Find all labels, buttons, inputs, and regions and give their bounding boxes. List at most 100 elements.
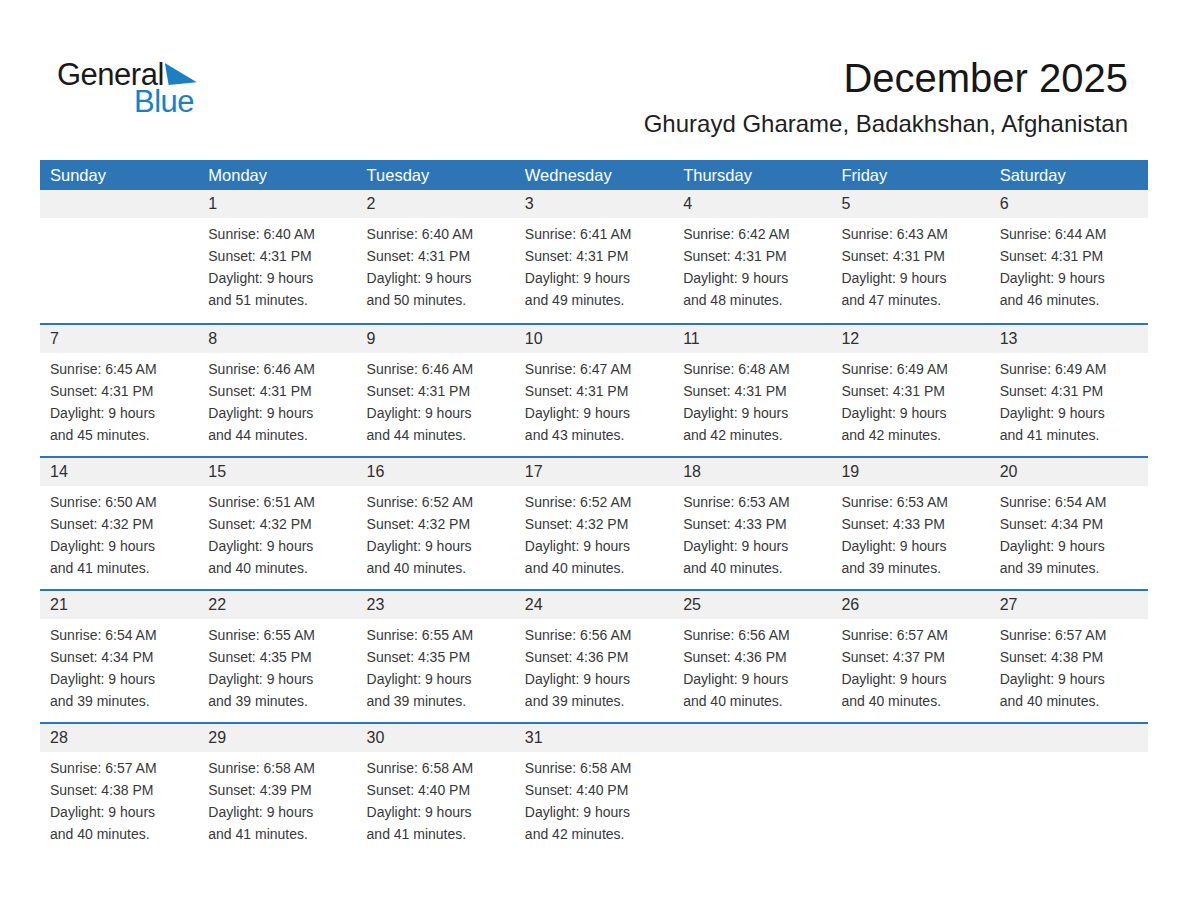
daylight-text-line2: and 42 minutes. [841,424,985,446]
day-number: 26 [831,591,989,619]
sunrise-text: Sunrise: 6:58 AM [367,757,511,779]
day-details: Sunrise: 6:46 AMSunset: 4:31 PMDaylight:… [198,353,356,446]
daylight-text-line2: and 48 minutes. [683,289,827,311]
day-details: Sunrise: 6:52 AMSunset: 4:32 PMDaylight:… [357,486,515,579]
title-block: December 2025 Ghurayd Gharame, Badakhsha… [644,56,1128,139]
day-cell-28: 28Sunrise: 6:57 AMSunset: 4:38 PMDayligh… [40,724,198,855]
sunrise-text: Sunrise: 6:49 AM [1000,358,1144,380]
sunrise-text: Sunrise: 6:42 AM [683,223,827,245]
sunset-text: Sunset: 4:32 PM [208,513,352,535]
daylight-text-line1: Daylight: 9 hours [208,535,352,557]
day-details: Sunrise: 6:46 AMSunset: 4:31 PMDaylight:… [357,353,515,446]
location-subtitle: Ghurayd Gharame, Badakhshan, Afghanistan [644,109,1128,139]
day-number: 12 [831,325,989,353]
sunrise-text: Sunrise: 6:52 AM [367,491,511,513]
sunrise-text: Sunrise: 6:58 AM [208,757,352,779]
day-cell-25: 25Sunrise: 6:56 AMSunset: 4:36 PMDayligh… [673,591,831,722]
day-cell-24: 24Sunrise: 6:56 AMSunset: 4:36 PMDayligh… [515,591,673,722]
daylight-text-line2: and 42 minutes. [683,424,827,446]
sunrise-text: Sunrise: 6:46 AM [208,358,352,380]
day-details: Sunrise: 6:58 AMSunset: 4:39 PMDaylight:… [198,752,356,845]
daylight-text-line1: Daylight: 9 hours [525,801,669,823]
sunset-text: Sunset: 4:37 PM [841,646,985,668]
daylight-text-line2: and 40 minutes. [367,557,511,579]
day-number: 13 [990,325,1148,353]
sunrise-text: Sunrise: 6:55 AM [367,624,511,646]
day-number: 9 [357,325,515,353]
sunrise-text: Sunrise: 6:50 AM [50,491,194,513]
day-number: 10 [515,325,673,353]
daylight-text-line1: Daylight: 9 hours [367,535,511,557]
daylight-text-line2: and 39 minutes. [50,690,194,712]
sunrise-text: Sunrise: 6:47 AM [525,358,669,380]
weekday-header-tuesday: Tuesday [357,160,515,190]
sunset-text: Sunset: 4:32 PM [525,513,669,535]
daylight-text-line1: Daylight: 9 hours [683,267,827,289]
daylight-text-line2: and 42 minutes. [525,823,669,845]
day-cell-22: 22Sunrise: 6:55 AMSunset: 4:35 PMDayligh… [198,591,356,722]
sunrise-text: Sunrise: 6:57 AM [50,757,194,779]
sunset-text: Sunset: 4:36 PM [525,646,669,668]
logo-triangle-icon [165,63,197,85]
sunrise-text: Sunrise: 6:45 AM [50,358,194,380]
day-number [40,190,198,218]
day-details: Sunrise: 6:56 AMSunset: 4:36 PMDaylight:… [515,619,673,712]
day-cell-23: 23Sunrise: 6:55 AMSunset: 4:35 PMDayligh… [357,591,515,722]
sunrise-text: Sunrise: 6:53 AM [683,491,827,513]
daylight-text-line2: and 46 minutes. [1000,289,1144,311]
day-cell-empty [40,190,198,323]
sunset-text: Sunset: 4:40 PM [367,779,511,801]
daylight-text-line2: and 40 minutes. [208,557,352,579]
daylight-text-line2: and 43 minutes. [525,424,669,446]
day-details: Sunrise: 6:40 AMSunset: 4:31 PMDaylight:… [357,218,515,311]
daylight-text-line1: Daylight: 9 hours [50,801,194,823]
week-row: 21Sunrise: 6:54 AMSunset: 4:34 PMDayligh… [40,589,1148,722]
day-cell-27: 27Sunrise: 6:57 AMSunset: 4:38 PMDayligh… [990,591,1148,722]
daylight-text-line2: and 40 minutes. [841,690,985,712]
day-number: 19 [831,458,989,486]
sunset-text: Sunset: 4:31 PM [367,380,511,402]
sunrise-text: Sunrise: 6:57 AM [841,624,985,646]
weekday-header-thursday: Thursday [673,160,831,190]
day-cell-18: 18Sunrise: 6:53 AMSunset: 4:33 PMDayligh… [673,458,831,589]
day-cell-1: 1Sunrise: 6:40 AMSunset: 4:31 PMDaylight… [198,190,356,323]
day-number [673,724,831,752]
day-number: 22 [198,591,356,619]
weekday-header-saturday: Saturday [990,160,1148,190]
sunset-text: Sunset: 4:31 PM [208,245,352,267]
sunset-text: Sunset: 4:35 PM [208,646,352,668]
daylight-text-line1: Daylight: 9 hours [50,535,194,557]
sunset-text: Sunset: 4:40 PM [525,779,669,801]
sunrise-text: Sunrise: 6:40 AM [367,223,511,245]
daylight-text-line1: Daylight: 9 hours [50,668,194,690]
day-number: 16 [357,458,515,486]
day-details: Sunrise: 6:50 AMSunset: 4:32 PMDaylight:… [40,486,198,579]
day-number: 28 [40,724,198,752]
daylight-text-line1: Daylight: 9 hours [841,535,985,557]
day-cell-empty [990,724,1148,855]
day-cell-empty [831,724,989,855]
day-number: 25 [673,591,831,619]
daylight-text-line2: and 41 minutes. [367,823,511,845]
weekday-header-row: Sunday Monday Tuesday Wednesday Thursday… [40,160,1148,190]
day-number: 24 [515,591,673,619]
day-details: Sunrise: 6:41 AMSunset: 4:31 PMDaylight:… [515,218,673,311]
day-details: Sunrise: 6:49 AMSunset: 4:31 PMDaylight:… [831,353,989,446]
daylight-text-line1: Daylight: 9 hours [208,668,352,690]
day-details: Sunrise: 6:48 AMSunset: 4:31 PMDaylight:… [673,353,831,446]
sunrise-text: Sunrise: 6:54 AM [50,624,194,646]
weekday-header-monday: Monday [198,160,356,190]
sunset-text: Sunset: 4:36 PM [683,646,827,668]
daylight-text-line2: and 39 minutes. [367,690,511,712]
daylight-text-line1: Daylight: 9 hours [683,402,827,424]
daylight-text-line2: and 51 minutes. [208,289,352,311]
day-number: 7 [40,325,198,353]
sunrise-text: Sunrise: 6:58 AM [525,757,669,779]
day-number: 14 [40,458,198,486]
day-number: 15 [198,458,356,486]
sunrise-text: Sunrise: 6:46 AM [367,358,511,380]
sunset-text: Sunset: 4:31 PM [208,380,352,402]
sunrise-text: Sunrise: 6:44 AM [1000,223,1144,245]
daylight-text-line2: and 40 minutes. [1000,690,1144,712]
day-details: Sunrise: 6:51 AMSunset: 4:32 PMDaylight:… [198,486,356,579]
